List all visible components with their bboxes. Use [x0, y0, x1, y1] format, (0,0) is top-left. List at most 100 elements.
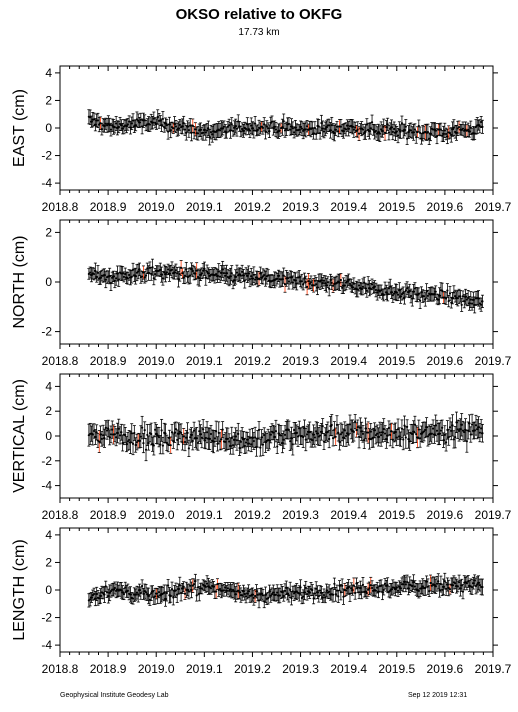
- data-point: [103, 273, 106, 277]
- data-point: [395, 436, 398, 439]
- data-point: [370, 121, 374, 124]
- data-point: [233, 126, 236, 129]
- data-point: [434, 129, 437, 132]
- x-tick-label: 2019.1: [186, 354, 223, 368]
- data-point: [287, 428, 291, 432]
- data-point: [159, 268, 162, 271]
- data-point: [396, 293, 400, 296]
- data-point: [460, 303, 463, 306]
- data-point: [289, 588, 292, 592]
- data-point: [187, 447, 190, 450]
- data-point: [370, 283, 374, 286]
- data-point: [100, 128, 103, 131]
- data-point: [121, 441, 124, 445]
- data-point: [387, 426, 391, 430]
- chart-title: OKSO relative to OKFG: [175, 6, 343, 23]
- data-point: [437, 298, 440, 301]
- data-point: [224, 440, 227, 443]
- data-point: [172, 596, 175, 599]
- data-point: [229, 444, 232, 448]
- data-point: [147, 441, 150, 445]
- data-point: [215, 430, 218, 433]
- data-point: [444, 132, 448, 136]
- data-point: [177, 127, 180, 130]
- data-point: [235, 271, 239, 274]
- data-point: [308, 282, 311, 285]
- x-tick-label: 2019.6: [427, 200, 464, 214]
- data-point: [383, 287, 387, 290]
- data-point: [404, 436, 407, 439]
- data-point: [441, 289, 444, 292]
- data-point: [429, 132, 432, 135]
- data-point: [187, 128, 190, 132]
- data-point: [330, 423, 333, 427]
- data-point: [363, 132, 366, 135]
- data-point: [406, 425, 409, 428]
- data-point: [432, 427, 435, 430]
- data-point: [419, 437, 422, 440]
- data-point: [135, 591, 139, 594]
- data-point: [344, 589, 348, 592]
- data-point: [255, 590, 258, 593]
- data-point: [181, 125, 184, 128]
- data-point: [191, 269, 194, 273]
- data-point: [354, 591, 357, 595]
- data-point: [321, 424, 324, 428]
- data-point: [230, 436, 233, 439]
- y-tick-label: -2: [41, 454, 52, 468]
- data-point: [285, 127, 288, 130]
- data-point: [222, 589, 226, 592]
- data-point: [290, 125, 293, 128]
- y-tick-label: -4: [41, 176, 52, 190]
- data-point: [203, 128, 206, 132]
- data-point: [213, 437, 216, 440]
- data-point: [320, 430, 323, 433]
- data-point: [261, 443, 265, 446]
- x-tick-label: 2019.4: [330, 662, 367, 676]
- data-point: [141, 125, 144, 128]
- data-point: [361, 128, 365, 131]
- data-point: [419, 299, 422, 302]
- data-point: [198, 430, 201, 433]
- data-point: [199, 128, 202, 131]
- data-point: [361, 583, 365, 586]
- data-point: [92, 272, 96, 276]
- data-point: [129, 593, 132, 596]
- data-point: [115, 122, 118, 125]
- data-point: [99, 276, 102, 279]
- data-point: [334, 593, 337, 596]
- data-point: [350, 587, 353, 590]
- data-point: [144, 591, 148, 594]
- data-point: [373, 285, 376, 288]
- data-point: [364, 287, 367, 290]
- data-point: [352, 128, 355, 131]
- data-point: [318, 131, 322, 135]
- data-point: [156, 115, 159, 119]
- data-point: [225, 589, 228, 592]
- data-point: [170, 268, 174, 271]
- data-point: [241, 436, 244, 439]
- data-point: [263, 600, 266, 603]
- data-point: [137, 119, 140, 122]
- data-point: [324, 127, 327, 131]
- data-point: [461, 295, 465, 298]
- data-point: [248, 277, 252, 281]
- data-point: [360, 287, 363, 291]
- data-point: [303, 276, 306, 280]
- data-point: [374, 129, 378, 133]
- data-point: [204, 131, 207, 134]
- data-point: [452, 438, 455, 441]
- data-point: [205, 431, 209, 434]
- data-point: [200, 436, 203, 439]
- data-point: [478, 125, 481, 128]
- data-point: [173, 122, 176, 126]
- data-point: [142, 442, 145, 445]
- data-point: [111, 276, 114, 279]
- data-point: [365, 289, 368, 292]
- data-point: [354, 126, 357, 129]
- panel-2: 2018.8 2018.9 2019.0 2019.1 2019.2 2019.3 2019…: [11, 373, 512, 522]
- data-point: [293, 592, 296, 595]
- data-point: [372, 128, 375, 131]
- data-point: [164, 122, 167, 125]
- data-point: [298, 276, 301, 279]
